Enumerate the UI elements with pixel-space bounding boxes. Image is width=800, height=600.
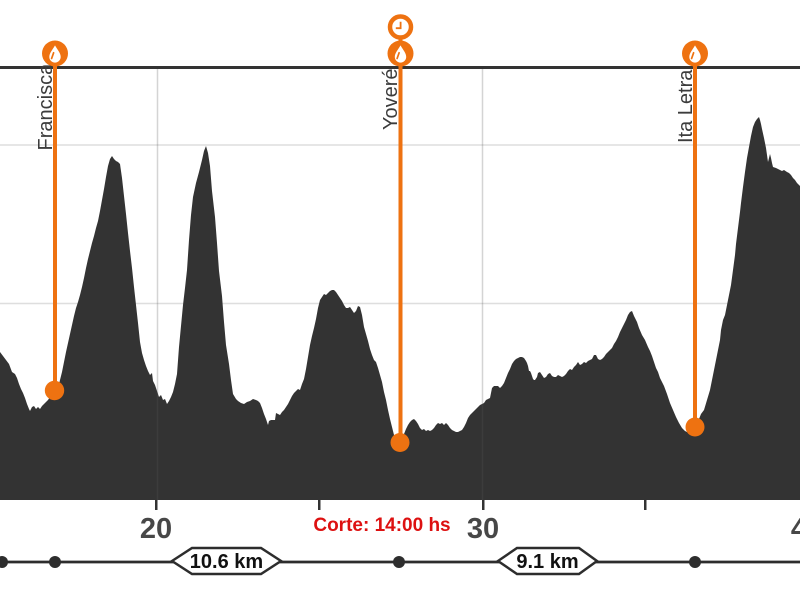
svg-text:30: 30: [467, 513, 499, 545]
svg-text:20: 20: [140, 513, 172, 545]
svg-text:Yoveré: Yoveré: [380, 68, 402, 130]
svg-text:Corte: 14:00 hs: Corte: 14:00 hs: [313, 515, 450, 536]
svg-text:10.6 km: 10.6 km: [190, 551, 263, 573]
svg-text:Francisca: Francisca: [35, 63, 57, 151]
svg-text:Ita Letra: Ita Letra: [675, 69, 697, 143]
svg-text:9.1 km: 9.1 km: [516, 551, 578, 573]
svg-text:40: 40: [791, 513, 800, 545]
